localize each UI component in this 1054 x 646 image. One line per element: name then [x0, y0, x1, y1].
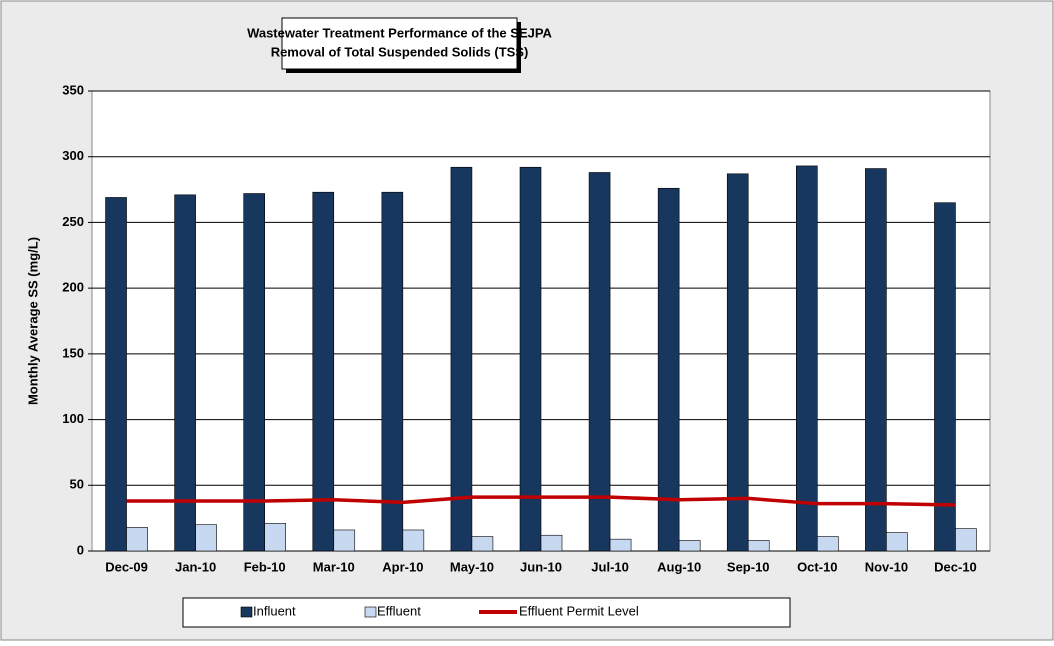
y-tick-label: 300: [62, 148, 84, 163]
legend-label: Effluent Permit Level: [519, 603, 639, 618]
legend-label: Influent: [253, 603, 296, 618]
bar: [817, 536, 839, 552]
y-tick-label: 250: [62, 214, 84, 229]
x-tick-label: Aug-10: [657, 559, 701, 574]
x-tick-label: Dec-09: [105, 559, 148, 574]
bar: [126, 527, 148, 552]
bar: [105, 197, 127, 552]
bar: [312, 191, 335, 552]
bar: [450, 166, 473, 552]
x-tick-label: Nov-10: [865, 559, 908, 574]
line: [126, 495, 956, 507]
x-tick-label: Jun-10: [520, 559, 562, 574]
y-tick-label: 200: [62, 280, 84, 295]
bar: [381, 191, 404, 552]
title-box: [281, 17, 518, 70]
bar: [588, 172, 611, 552]
y-tick-label: 100: [62, 411, 84, 426]
x-tick-label: Jul-10: [591, 559, 629, 574]
legend-swatch: [364, 606, 377, 618]
bar: [747, 540, 770, 552]
legend-swatch: [240, 606, 253, 618]
bar: [934, 202, 956, 552]
bar: [174, 194, 196, 552]
bar: [264, 523, 286, 552]
bar: [678, 540, 701, 552]
chart-subtitle: Removal of Total Suspended Solids (TSS): [271, 44, 529, 59]
bar: [726, 173, 749, 552]
legend-label: Effluent: [377, 603, 421, 618]
bar: [243, 193, 265, 552]
y-axis-label: Monthly Average SS (mg/L): [25, 237, 40, 405]
x-tick-label: Oct-10: [797, 559, 837, 574]
x-tick-label: Jan-10: [175, 559, 216, 574]
x-tick-label: Sep-10: [727, 559, 770, 574]
bar: [657, 187, 680, 552]
bar: [955, 528, 977, 552]
bar: [519, 166, 542, 552]
bar: [333, 529, 356, 552]
y-tick-label: 350: [62, 82, 84, 97]
bar: [195, 524, 217, 552]
bar: [402, 529, 425, 552]
x-tick-label: Apr-10: [382, 559, 423, 574]
y-tick-label: 0: [77, 542, 84, 557]
bar: [796, 165, 818, 552]
chart-title: Wastewater Treatment Performance of the …: [247, 25, 552, 40]
bar: [865, 168, 887, 552]
y-tick-label: 150: [62, 345, 84, 360]
x-tick-label: Mar-10: [313, 559, 355, 574]
bar: [471, 536, 494, 552]
y-tick-label: 50: [70, 477, 84, 492]
x-tick-label: Feb-10: [244, 559, 286, 574]
x-tick-label: May-10: [450, 559, 494, 574]
bar: [609, 538, 632, 552]
x-tick-label: Dec-10: [934, 559, 977, 574]
bar: [540, 534, 563, 552]
bar: [886, 532, 908, 552]
